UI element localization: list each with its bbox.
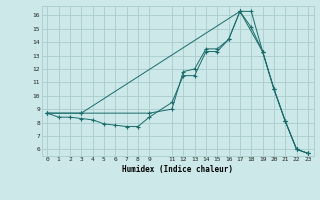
X-axis label: Humidex (Indice chaleur): Humidex (Indice chaleur): [122, 165, 233, 174]
